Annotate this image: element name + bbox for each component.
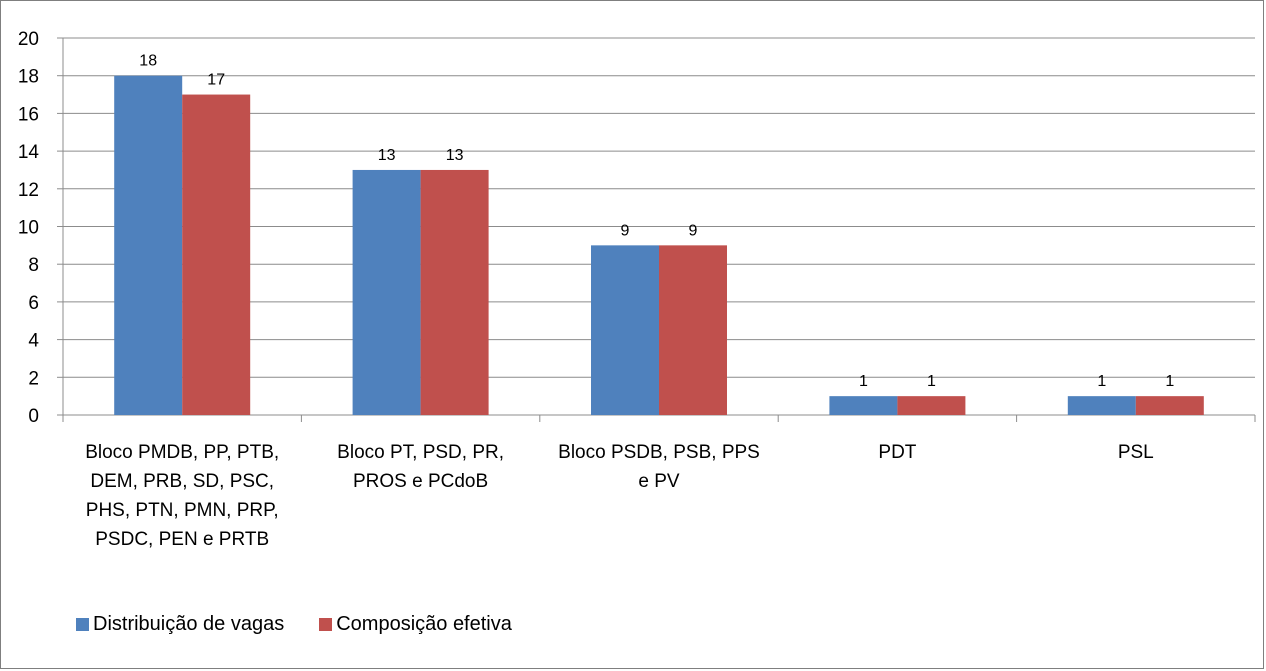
y-tick-label: 4 <box>28 331 39 352</box>
bar-series-1 <box>1067 396 1136 415</box>
data-label: 18 <box>139 53 157 70</box>
bar-series-2 <box>897 396 966 415</box>
bar-series-1 <box>352 169 421 415</box>
y-tick-label: 6 <box>28 293 39 314</box>
data-label: 9 <box>621 222 630 239</box>
y-tick-label: 10 <box>18 218 39 239</box>
x-tick-label: Bloco PSDB, PSB, PPS e PV <box>558 442 760 492</box>
data-label: 17 <box>207 72 225 89</box>
y-tick-label: 20 <box>18 29 39 50</box>
bar-series-2 <box>659 245 727 415</box>
y-tick-label: 18 <box>18 67 39 88</box>
x-tick-label-line: Bloco PT, PSD, PR, <box>337 442 504 463</box>
bar-series-2 <box>1135 396 1204 415</box>
y-tick-label: 14 <box>18 142 40 163</box>
x-tick-label-line: PDT <box>878 442 916 463</box>
legend-label-series-1: Distribuição de vagas <box>93 613 285 635</box>
x-tick-label-line: e PV <box>638 471 680 492</box>
x-tick-label-line: DEM, PRB, SD, PSC, <box>90 471 274 492</box>
x-tick-label-line: PHS, PTN, PMN, PRP, <box>86 500 279 521</box>
data-label: 1 <box>859 373 868 390</box>
x-tick-label-line: Bloco PSDB, PSB, PPS <box>558 442 760 463</box>
y-tick-label: 2 <box>28 368 39 389</box>
x-tick-label: Bloco PMDB, PP, PTB, DEM, PRB, SD, PSC, PH… <box>85 442 279 550</box>
legend-swatch-series-1 <box>76 618 89 631</box>
data-label: 1 <box>1165 373 1174 390</box>
bar-series-2 <box>182 94 251 416</box>
x-tick-label-line: PSL <box>1118 442 1154 463</box>
legend-label-series-2: Composição efetiva <box>336 613 512 635</box>
data-label: 13 <box>378 147 396 164</box>
bar-chart: 0 2 4 6 8 10 12 14 16 18 20 18 17 Bloco PMDB, PP, PTB… <box>18 29 1256 550</box>
x-tick-label: Bloco PT, PSD, PR, PROS e PCdoB <box>337 442 504 492</box>
bar-series-1 <box>591 245 659 415</box>
y-tick-label: 8 <box>28 255 39 276</box>
legend-item-series-2: Composição efetiva <box>319 613 512 636</box>
x-tick-label-line: Bloco PMDB, PP, PTB, <box>85 442 279 463</box>
legend-item-series-1: Distribuição de vagas <box>76 613 284 636</box>
y-tick-label: 16 <box>18 104 39 125</box>
bar-series-2 <box>420 169 489 415</box>
data-label: 13 <box>446 147 464 164</box>
data-label: 1 <box>927 373 936 390</box>
x-tick-label-line: PROS e PCdoB <box>353 471 488 492</box>
x-tick-label-line: PSDC, PEN e PRTB <box>95 529 269 550</box>
bar-series-1 <box>114 75 183 415</box>
x-tick-label: PDT <box>878 442 916 463</box>
x-tick-label: PSL <box>1118 442 1154 463</box>
data-label: 1 <box>1097 373 1106 390</box>
y-tick-label: 0 <box>28 406 39 427</box>
data-label: 9 <box>689 222 698 239</box>
bar-series-1 <box>829 396 898 415</box>
y-tick-label: 12 <box>18 180 39 201</box>
legend-swatch-series-2 <box>319 618 333 631</box>
chart-legend: Distribuição de vagas Composição efetiva <box>76 613 547 636</box>
